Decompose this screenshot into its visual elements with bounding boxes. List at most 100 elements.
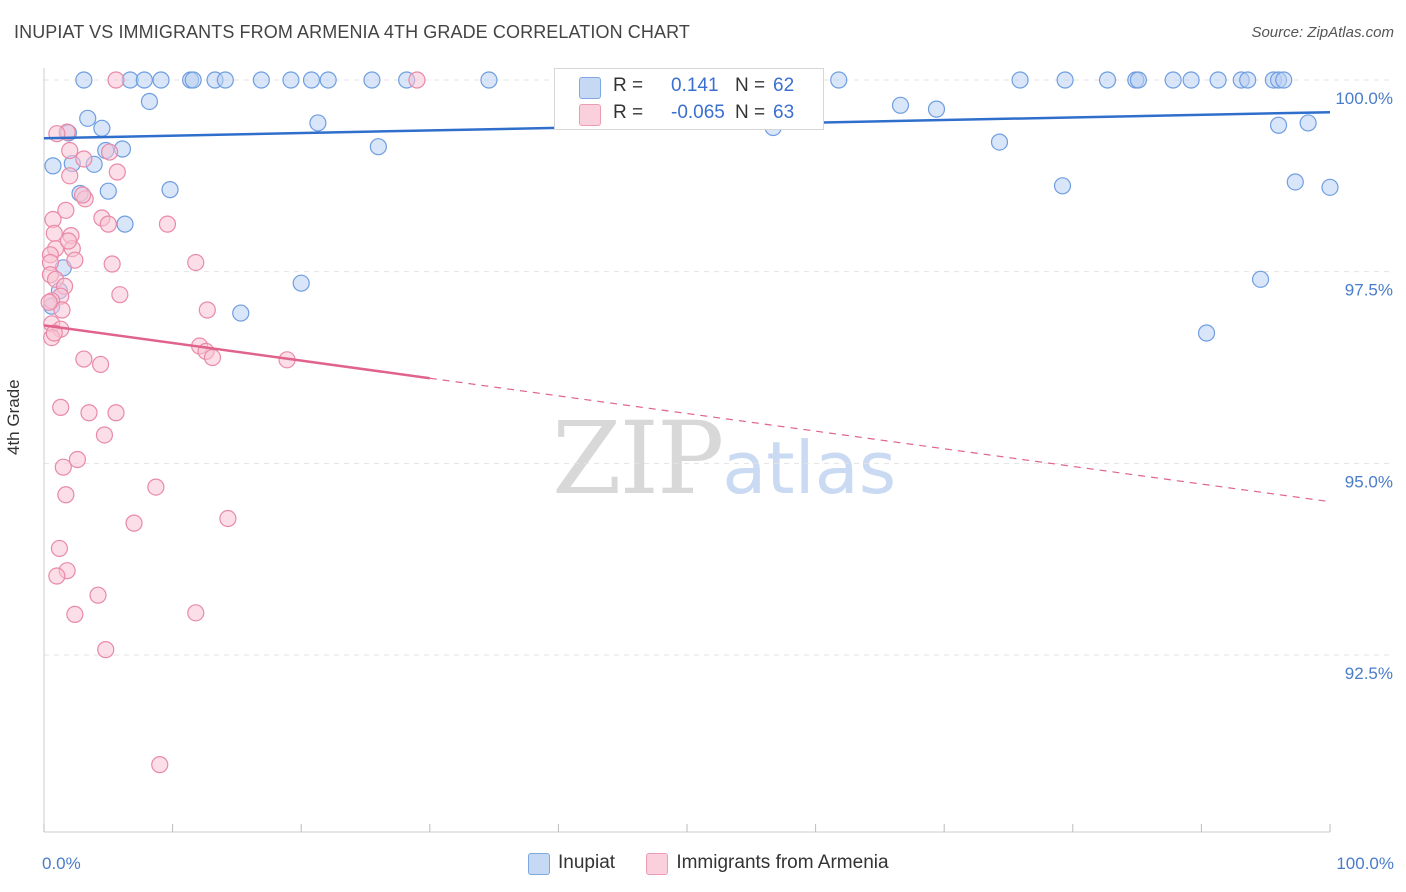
armenia-point	[45, 324, 63, 342]
r-value: 0.141	[671, 75, 719, 96]
inupiat-point	[1286, 173, 1304, 191]
inupiat-point	[1299, 114, 1317, 132]
r-label: R =	[613, 75, 644, 96]
armenia-point	[75, 150, 93, 168]
inupiat-point	[1056, 71, 1074, 89]
armenia-point	[57, 201, 75, 219]
armenia-point	[45, 224, 63, 242]
inupiat-point	[292, 274, 310, 292]
armenia-point	[100, 143, 119, 161]
y-tick-label: 92.5%	[1345, 664, 1393, 683]
armenia-point	[68, 450, 87, 469]
inupiat-point	[990, 133, 1009, 151]
armenia-point	[66, 251, 84, 269]
armenia-point	[107, 71, 125, 89]
watermark-zip: ZIP	[552, 400, 724, 517]
armenia-point	[40, 293, 58, 311]
stats-legend: R = 0.141 N = 62 R = -0.065 N = 63	[554, 68, 824, 130]
x-tick-label: 100.0%	[1336, 854, 1394, 873]
inupiat-point	[309, 114, 327, 132]
inupiat-point	[93, 119, 111, 137]
armenia-point	[125, 514, 143, 532]
armenia-point	[147, 478, 165, 496]
source-credit: Source: ZipAtlas.com	[1251, 24, 1394, 41]
r-label: R =	[613, 102, 644, 123]
inupiat-point	[99, 182, 117, 200]
armenia-point	[103, 255, 121, 273]
armenia-point	[91, 355, 110, 374]
inupiat-point	[302, 71, 321, 89]
inupiat-point	[927, 100, 946, 118]
series-legend: Inupiat Immigrants from Armenia	[528, 852, 915, 875]
armenia-point	[61, 141, 79, 160]
inupiat-point	[1182, 71, 1200, 89]
inupiat-point	[1209, 71, 1227, 89]
chart-title: INUPIAT VS IMMIGRANTS FROM ARMENIA 4TH G…	[14, 22, 690, 42]
armenia-point	[48, 567, 66, 585]
n-label: N =	[735, 102, 766, 123]
armenia-point	[66, 605, 84, 623]
inupiat-point	[1275, 71, 1293, 89]
armenia-point	[198, 301, 216, 319]
armenia-point	[50, 539, 69, 558]
armenia-point	[61, 167, 79, 185]
n-value: 63	[773, 102, 795, 123]
armenia-point	[99, 215, 117, 233]
armenia-point	[187, 253, 205, 272]
inupiat-point	[161, 181, 179, 199]
inupiat-point	[1197, 324, 1216, 342]
inupiat-point	[216, 71, 234, 89]
inupiat-point	[830, 71, 848, 89]
inupiat-swatch	[528, 853, 550, 875]
inupiat-point	[116, 215, 134, 233]
armenia-point	[89, 586, 107, 604]
x-tick-label: 0.0%	[42, 854, 81, 873]
armenia-point	[57, 486, 75, 504]
inupiat-point	[480, 71, 498, 89]
armenia-point	[52, 398, 70, 416]
inupiat-point	[232, 304, 250, 322]
armenia-point	[95, 426, 114, 444]
armenia-point	[59, 232, 78, 250]
armenia-swatch	[646, 853, 669, 875]
armenia-point	[203, 348, 222, 367]
inupiat-point	[252, 71, 270, 89]
inupiat-point	[140, 92, 159, 111]
inupiat-point	[1053, 177, 1072, 195]
armenia-point	[53, 301, 71, 319]
armenia-point	[54, 458, 72, 476]
inupiat-point	[184, 71, 202, 89]
inupiat-point	[1239, 71, 1257, 89]
r-value: -0.065	[671, 102, 725, 123]
inupiat-point	[1269, 116, 1288, 134]
inupiat-point	[363, 71, 381, 89]
armenia-swatch	[579, 104, 601, 126]
inupiat-point	[1164, 71, 1182, 89]
trend-line-solid-1	[43, 324, 430, 380]
inupiat-point	[282, 71, 300, 89]
armenia-point	[97, 641, 115, 659]
trend-line-dashed-1	[429, 377, 1331, 503]
inupiat-point	[44, 157, 62, 175]
inupiat-point	[1098, 71, 1117, 89]
armenia-point	[108, 163, 126, 181]
armenia-point	[219, 509, 237, 528]
y-tick-label: 100.0%	[1335, 89, 1393, 108]
armenia-point	[187, 604, 205, 622]
y-tick-label: 95.0%	[1345, 472, 1393, 491]
legend-item-armenia: Immigrants from Armenia	[646, 852, 889, 875]
inupiat-point	[79, 109, 97, 127]
watermark-atlas: atlas	[722, 426, 897, 510]
armenia-point	[75, 350, 93, 368]
armenia-point	[158, 215, 177, 233]
y-tick-label: 97.5%	[1345, 281, 1393, 300]
inupiat-point	[891, 96, 910, 114]
watermark: ZIPatlas	[552, 400, 896, 517]
inupiat-point	[1251, 270, 1270, 288]
armenia-point	[107, 404, 125, 422]
inupiat-point	[1129, 71, 1147, 89]
n-value: 62	[773, 75, 795, 96]
legend-item-inupiat: Inupiat	[528, 852, 616, 875]
legend-label-inupiat: Inupiat	[558, 852, 616, 873]
